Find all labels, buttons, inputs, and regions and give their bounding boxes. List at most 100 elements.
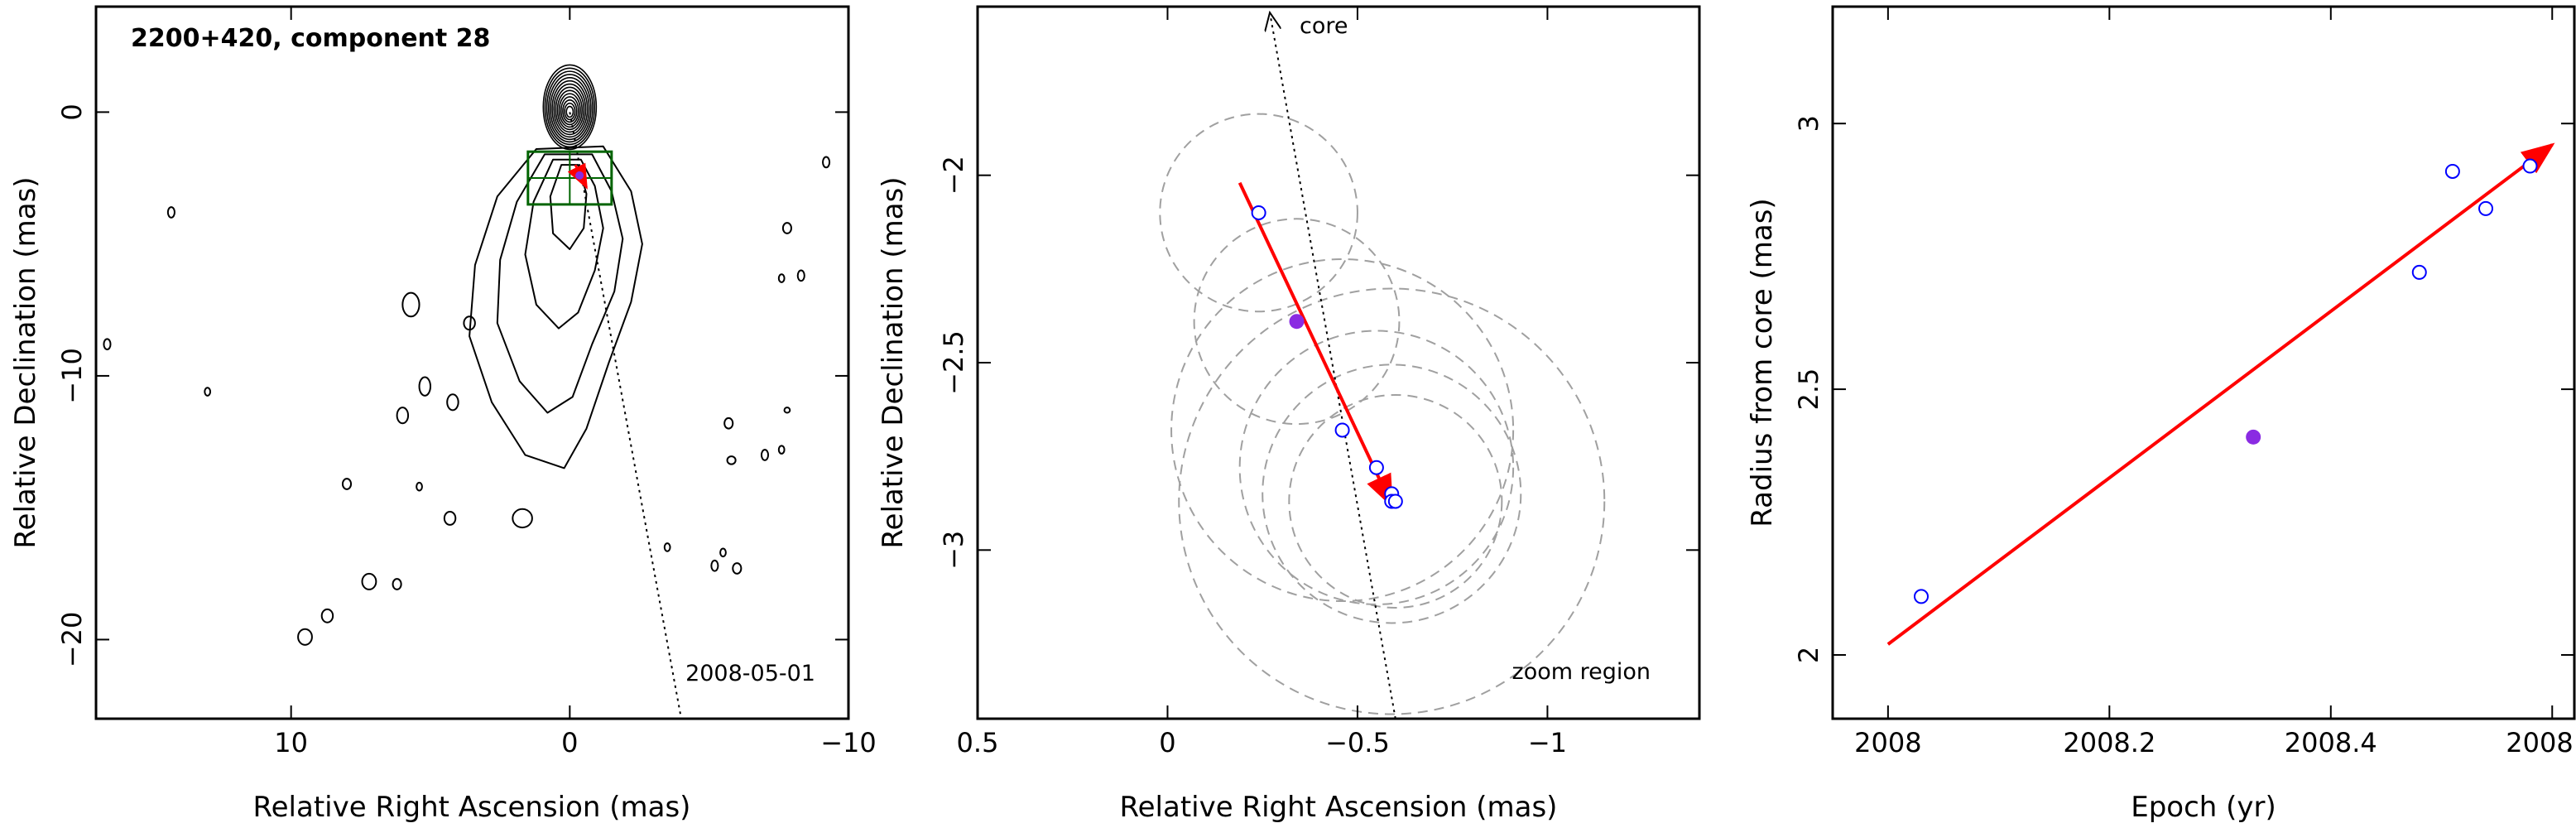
y-tick-label: 2 — [1793, 647, 1824, 663]
y-tick-label: −20 — [56, 612, 88, 668]
isolated-contour — [822, 156, 831, 169]
zoom-x-axis-label: Relative Right Ascension (mas) — [1120, 791, 1558, 824]
zoom-panel: 0.5 0 −0.5 −1 −2 −2.5 −3 core zoom region Rela… — [877, 5, 1701, 824]
position-uncertainty-circle — [1159, 113, 1358, 313]
isolated-contour — [416, 481, 423, 492]
position-uncertainty-circle — [1178, 287, 1606, 715]
y-tick-label: −10 — [56, 348, 88, 404]
x-tick-label: −1 — [1528, 727, 1567, 758]
radius-point — [2411, 264, 2427, 280]
contour-map-panel: 10 0 −10 0 −10 −20 2200+420, component 28 200… — [9, 5, 877, 824]
component-position-point — [1387, 493, 1403, 509]
core-contour — [555, 86, 585, 133]
x-tick-label: 0.5 — [957, 727, 999, 758]
core-contour — [547, 74, 592, 143]
component-position-point — [1334, 422, 1350, 438]
isolated-contour — [392, 578, 402, 590]
core-contour — [542, 64, 598, 151]
y-tick-label: 0 — [56, 104, 88, 120]
x-tick-label: 0 — [1159, 727, 1175, 758]
x-tick-label: 2008.2 — [2063, 727, 2155, 758]
component-position-point — [1368, 460, 1384, 475]
fit-arrow — [1886, 142, 2555, 646]
position-uncertainty-circle — [1262, 363, 1522, 624]
isolated-contour — [463, 315, 476, 331]
isolated-contour — [723, 416, 734, 430]
core-contour — [550, 77, 590, 141]
radius-point — [2478, 200, 2494, 216]
radius-epoch-plot-area — [1886, 142, 2555, 646]
isolated-contour — [710, 559, 719, 572]
zoom-y-axis-label: Relative Declination (mas) — [877, 176, 910, 548]
isolated-contour — [726, 455, 737, 465]
core-contour — [545, 70, 594, 146]
component-position-point — [1251, 205, 1266, 220]
zoom-plot-area — [1159, 14, 1606, 719]
isolated-contour — [204, 387, 212, 397]
component-position-filled-point — [1289, 314, 1305, 330]
core-contour — [558, 93, 581, 128]
contour-map-plot-area — [103, 64, 831, 719]
x-tick-label: 2008 — [1854, 727, 1921, 758]
isolated-contour — [777, 273, 786, 283]
core-contour — [560, 96, 579, 126]
y-tick-label: −2 — [938, 156, 969, 195]
isolated-contour — [341, 478, 353, 490]
y-tick-label: −2.5 — [938, 330, 969, 395]
isolated-contour — [781, 222, 792, 234]
jet-contour — [524, 158, 604, 330]
isolated-contour — [719, 547, 727, 558]
isolated-contour — [103, 338, 112, 351]
core-contour — [562, 99, 578, 123]
isolated-contour — [166, 206, 175, 219]
core-contour — [564, 102, 576, 121]
core-contour — [553, 83, 587, 136]
zoom-region-label: zoom region — [1512, 659, 1651, 685]
contour-map-frame — [94, 5, 850, 720]
x-tick-label: 0 — [561, 727, 578, 758]
core-direction-line — [1270, 14, 1396, 719]
contour-map-y-axis-label: Relative Declination (mas) — [9, 176, 42, 548]
x-tick-label: 10 — [274, 727, 308, 758]
x-tick-label: −0.5 — [1325, 727, 1390, 758]
isolated-contour — [663, 542, 671, 552]
contour-map-title: 2200+420, component 28 — [131, 24, 490, 53]
y-tick-label: −3 — [938, 531, 969, 570]
radius-epoch-ticks: 2008 2008.2 2008.4 2008.6 2 2.5 3 — [1793, 7, 2576, 758]
isolated-contour — [297, 628, 313, 646]
core-contour — [556, 89, 583, 131]
isolated-contour — [777, 445, 786, 455]
isolated-contour — [796, 269, 805, 282]
isolated-contour — [732, 562, 743, 575]
radius-filled-point — [2246, 429, 2261, 445]
isolated-contour — [320, 608, 334, 623]
jet-contour — [496, 153, 624, 414]
motion-arrow — [1238, 181, 1394, 508]
contour-map-ticks: 10 0 −10 0 −10 −20 — [56, 7, 877, 758]
isolated-contour — [443, 510, 457, 526]
x-tick-label: −10 — [820, 727, 877, 758]
contour-map-x-axis-label: Relative Right Ascension (mas) — [253, 791, 691, 824]
position-uncertainty-circle — [1170, 258, 1515, 603]
isolated-contour — [446, 393, 459, 412]
x-tick-label: 2008.4 — [2285, 727, 2377, 758]
jet-contour — [469, 145, 643, 469]
core-contour — [551, 79, 589, 138]
core-label: core — [1300, 13, 1348, 39]
isolated-contour — [512, 508, 533, 529]
isolated-contour — [396, 407, 410, 425]
radius-epoch-frame — [1831, 5, 2576, 720]
y-tick-label: 3 — [1793, 115, 1824, 132]
y-tick-label: 2.5 — [1793, 368, 1824, 411]
radius-point — [2444, 163, 2460, 179]
isolated-contour — [361, 572, 377, 590]
position-uncertainty-circle — [1238, 330, 1515, 605]
core-contour — [565, 105, 574, 118]
x-tick-label: 2008.6 — [2506, 727, 2576, 758]
component-marker — [575, 171, 584, 180]
radius-point — [2522, 158, 2538, 174]
isolated-contour — [760, 449, 770, 461]
position-uncertainty-circle — [1288, 393, 1503, 609]
core-contour — [544, 67, 595, 148]
